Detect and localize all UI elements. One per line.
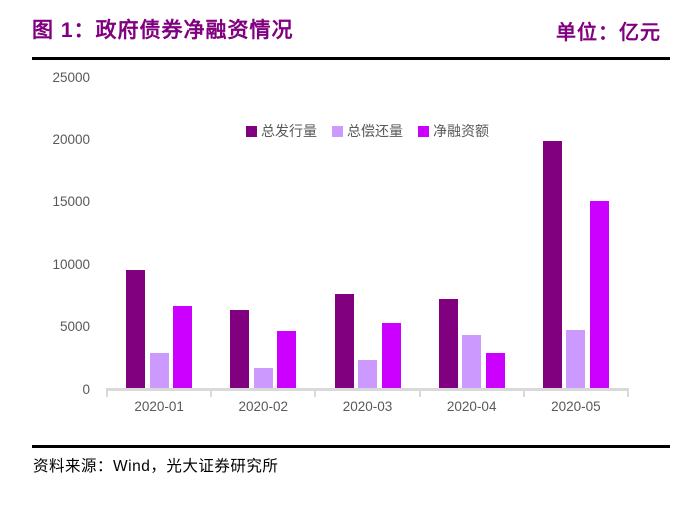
bar (485, 353, 505, 389)
bar (358, 360, 377, 389)
plot-area (107, 77, 628, 389)
y-axis-label: 10000 (52, 256, 90, 272)
legend-item: 净融资额 (418, 121, 489, 141)
x-axis-tick (522, 388, 525, 397)
bar (277, 330, 297, 389)
bar-chart: 0 5000 10000 15000 20000 25000 总发行量 总偿还量 净融资额 2… (30, 70, 629, 417)
bar (381, 323, 401, 389)
bar (542, 140, 562, 389)
y-axis-label: 20000 (52, 131, 90, 147)
x-axis-line (106, 388, 629, 391)
x-axis-label: 2020-03 (342, 399, 393, 414)
legend-swatch-icon (418, 125, 429, 137)
legend-item: 总发行量 (246, 121, 317, 141)
legend-swatch-icon (246, 125, 257, 137)
x-axis-tick (314, 388, 317, 397)
x-axis-tick (106, 388, 108, 397)
bar (230, 309, 250, 389)
legend-swatch-icon (332, 125, 343, 137)
figure-title: 图 1：政府债券净融资情况 (32, 19, 294, 42)
legend-label: 总发行量 (261, 123, 317, 139)
bar (126, 269, 146, 389)
source-note: 资料来源：Wind，光大证券研究所 (33, 458, 279, 475)
legend-label: 总偿还量 (347, 123, 403, 139)
y-axis: 0 5000 10000 15000 20000 25000 (30, 70, 90, 397)
x-axis-labels: 2020-01 2020-02 2020-03 2020-04 2020-05 (107, 399, 628, 417)
y-axis-label: 15000 (52, 194, 90, 210)
y-axis-label: 25000 (52, 69, 90, 85)
x-axis-label: 2020-04 (446, 399, 497, 414)
y-axis-label: 5000 (59, 319, 90, 335)
x-axis-tick (627, 388, 629, 397)
legend-label: 净融资额 (433, 123, 489, 139)
bar (334, 294, 354, 389)
x-axis-label: 2020-05 (551, 399, 601, 414)
bar (173, 306, 193, 389)
x-axis-tick (418, 388, 421, 397)
chart-legend: 总发行量 总偿还量 净融资额 (107, 121, 628, 141)
bar (253, 368, 273, 389)
footer-divider (32, 445, 670, 448)
x-axis-tick (210, 388, 213, 397)
bar (566, 329, 586, 389)
x-axis-label: 2020-02 (238, 399, 289, 414)
bar (462, 335, 482, 389)
title-divider (32, 57, 670, 60)
unit-label: 单位：亿元 (556, 22, 661, 44)
bar (589, 201, 609, 389)
legend-item: 总偿还量 (332, 121, 403, 141)
y-axis-label: 0 (82, 381, 90, 397)
bar (438, 298, 458, 389)
x-axis-label: 2020-01 (134, 399, 184, 414)
bar (149, 353, 169, 389)
